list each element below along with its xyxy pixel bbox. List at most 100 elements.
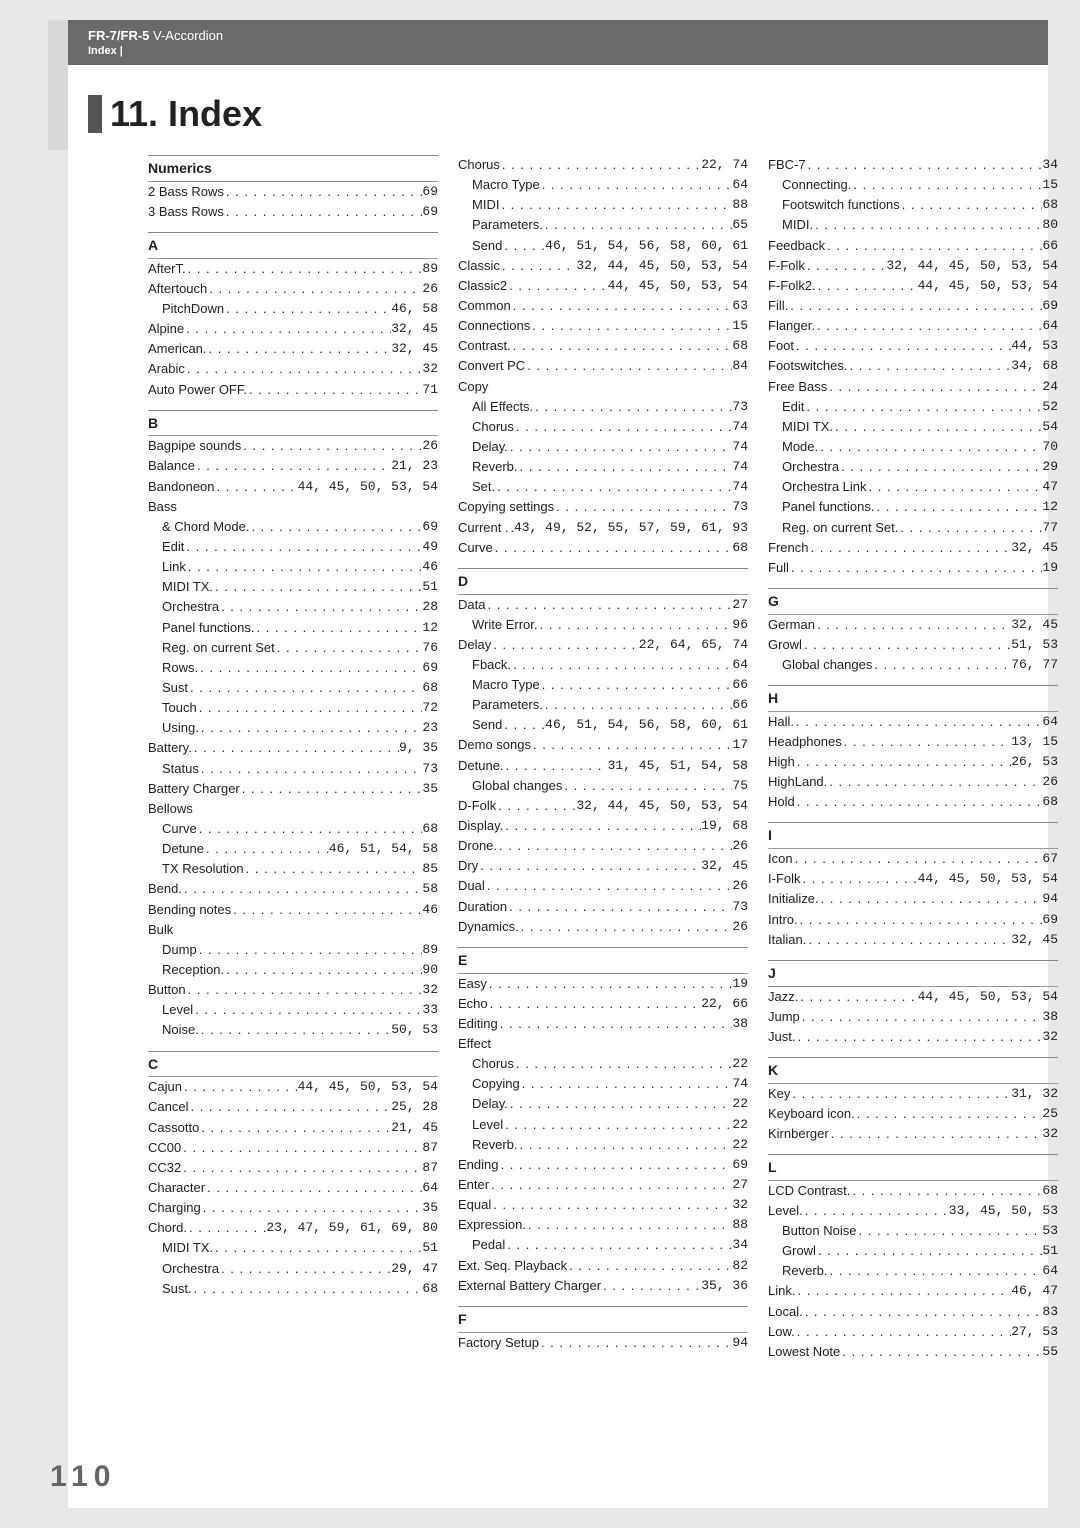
entry-pages: 33	[422, 1000, 438, 1020]
entry-label: Noise.	[162, 1020, 199, 1040]
index-sub-entry: Mode. . . . . . . . . . . . . . . . . . …	[768, 437, 1058, 457]
entry-pages: 32, 45	[701, 856, 748, 876]
entry-label: I-Folk	[768, 869, 801, 889]
index-entry: Dynamics. . . . . . . . . . . . . . . . …	[458, 917, 748, 937]
index-sub-entry: Edit . . . . . . . . . . . . . . . . . .…	[768, 397, 1058, 417]
entry-label: Italian.	[768, 930, 806, 950]
entry-pages: 26	[1042, 772, 1058, 792]
entry-dots: . . . . . . . . . . . . . . . . . . . . …	[816, 276, 918, 296]
entry-pages: 13, 15	[1011, 732, 1058, 752]
index-sub-entry: Connecting. . . . . . . . . . . . . . . …	[768, 175, 1058, 195]
entry-pages: 25	[1042, 1104, 1058, 1124]
index-entry: Hall. . . . . . . . . . . . . . . . . . …	[768, 712, 1058, 732]
entry-pages: 64	[422, 1178, 438, 1198]
entry-label: Cajun	[148, 1077, 182, 1097]
index-entry: Key . . . . . . . . . . . . . . . . . . …	[768, 1084, 1058, 1104]
entry-label: American.	[148, 339, 207, 359]
entry-pages: 15	[732, 316, 748, 336]
index-entry: 3 Bass Rows . . . . . . . . . . . . . . …	[148, 202, 438, 222]
entry-pages: 74	[732, 477, 748, 497]
index-sub-entry: Sust. . . . . . . . . . . . . . . . . . …	[148, 1279, 438, 1299]
entry-label: MIDI.	[782, 215, 813, 235]
entry-label: Reg. on current Set.	[782, 518, 898, 538]
index-entry: 2 Bass Rows . . . . . . . . . . . . . . …	[148, 182, 438, 202]
entry-pages: 22	[732, 1135, 748, 1155]
entry-pages: 35, 36	[701, 1276, 748, 1296]
entry-pages: 76	[422, 638, 438, 658]
entry-dots: . . . . . . . . . . . . . . . . . . . . …	[219, 1259, 391, 1279]
entry-dots: . . . . . . . . . . . . . . . . . . . . …	[850, 1181, 1042, 1201]
entry-label: Editing	[458, 1014, 498, 1034]
entry-dots: . . . . . . . . . . . . . . . . . . . . …	[518, 1135, 733, 1155]
entry-label: Key	[768, 1084, 790, 1104]
index-entry: Flanger. . . . . . . . . . . . . . . . .…	[768, 316, 1058, 336]
index-entry: Italian. . . . . . . . . . . . . . . . .…	[768, 930, 1058, 950]
entry-pages: 35	[422, 1198, 438, 1218]
entry-label: Flanger.	[768, 316, 815, 336]
entry-pages: 12	[1042, 497, 1058, 517]
entry-pages: 19	[1042, 558, 1058, 578]
index-entry: Current . . . . . . . . . . . . . . . . …	[458, 518, 748, 538]
entry-dots: . . . . . . . . . . . . . . . . . . . . …	[875, 497, 1043, 517]
entry-dots: . . . . . . . . . . . . . . . . . . . . …	[543, 215, 733, 235]
entry-pages: 68	[732, 336, 748, 356]
index-sub-entry: Sust . . . . . . . . . . . . . . . . . .…	[148, 678, 438, 698]
entry-pages: 24	[1042, 377, 1058, 397]
entry-dots: . . . . . . . . . . . . . . . . . . . . …	[182, 879, 422, 899]
entry-dots: . . . . . . . . . . . . . . . . . . . . …	[478, 856, 701, 876]
index-entry: Bending notes . . . . . . . . . . . . . …	[148, 900, 438, 920]
entry-dots: . . . . . . . . . . . . . . . . . . . . …	[833, 417, 1042, 437]
entry-label: Reverb.	[782, 1261, 828, 1281]
index-entry: Link. . . . . . . . . . . . . . . . . . …	[768, 1281, 1058, 1301]
entry-label: Send	[472, 236, 502, 256]
index-sub-entry: Edit . . . . . . . . . . . . . . . . . .…	[148, 537, 438, 557]
entry-dots: . . . . . . . . . . . . . . . . . . . . …	[538, 615, 733, 635]
index-entry: Full . . . . . . . . . . . . . . . . . .…	[768, 558, 1058, 578]
index-entry: I-Folk . . . . . . . . . . . . . . . . .…	[768, 869, 1058, 889]
entry-pages: 22, 74	[701, 155, 748, 175]
entry-dots: . . . . . . . . . . . . . . . . . . . . …	[184, 319, 391, 339]
entry-label: Ext. Seq. Playback	[458, 1256, 567, 1276]
section-heading: L	[768, 1154, 1058, 1181]
index-sub-entry: Panel functions. . . . . . . . . . . . .…	[768, 497, 1058, 517]
entry-pages: 19	[732, 974, 748, 994]
entry-dots: . . . . . . . . . . . . . . . . . . . . …	[198, 658, 422, 678]
entry-pages: 46, 58	[391, 299, 438, 319]
entry-label: Link	[162, 557, 186, 577]
entry-pages: 22	[732, 1094, 748, 1114]
entry-label: Cassotto	[148, 1118, 199, 1138]
entry-label: MIDI TX.	[162, 1238, 213, 1258]
index-entry-standalone: Bulk	[148, 920, 438, 940]
entry-dots: . . . . . . . . . . . . . . . . . . . . …	[806, 930, 1011, 950]
entry-label: Macro Type	[472, 175, 540, 195]
entry-pages: 32, 45	[391, 339, 438, 359]
entry-dots: . . . . . . . . . . . . . . . . . . . . …	[798, 987, 917, 1007]
entry-pages: 38	[1042, 1007, 1058, 1027]
entry-pages: 82	[732, 1256, 748, 1276]
entry-label: Level.	[768, 1201, 803, 1221]
entry-pages: 90	[422, 960, 438, 980]
index-sub-entry: MIDI TX. . . . . . . . . . . . . . . . .…	[768, 417, 1058, 437]
entry-label: Status	[162, 759, 199, 779]
index-entry: French . . . . . . . . . . . . . . . . .…	[768, 538, 1058, 558]
entry-pages: 31, 32	[1011, 1084, 1058, 1104]
page-title: 11. Index	[110, 93, 262, 135]
entry-dots: . . . . . . . . . . . . . . . . . . . . …	[855, 1104, 1043, 1124]
entry-dots: . . . . . . . . . . . . . . . . . . . . …	[827, 772, 1042, 792]
index-entry: FBC-7 . . . . . . . . . . . . . . . . . …	[768, 155, 1058, 175]
entry-pages: 96	[732, 615, 748, 635]
index-sub-entry: Delay. . . . . . . . . . . . . . . . . .…	[458, 1094, 748, 1114]
index-sub-entry: Link . . . . . . . . . . . . . . . . . .…	[148, 557, 438, 577]
entry-label: Edit	[162, 537, 184, 557]
entry-label: All Effects.	[472, 397, 533, 417]
entry-dots: . . . . . . . . . . . . . . . . . . . . …	[224, 202, 423, 222]
entry-pages: 50, 53	[391, 1020, 438, 1040]
index-entry: Jazz. . . . . . . . . . . . . . . . . . …	[768, 987, 1058, 1007]
entry-pages: 73	[732, 497, 748, 517]
index-entry: Arabic . . . . . . . . . . . . . . . . .…	[148, 359, 438, 379]
header-subtitle: Index |	[88, 45, 1028, 57]
entry-pages: 35	[422, 779, 438, 799]
entry-label: Dual	[458, 876, 485, 896]
entry-pages: 66	[732, 675, 748, 695]
entry-dots: . . . . . . . . . . . . . . . . . . . . …	[249, 517, 422, 537]
